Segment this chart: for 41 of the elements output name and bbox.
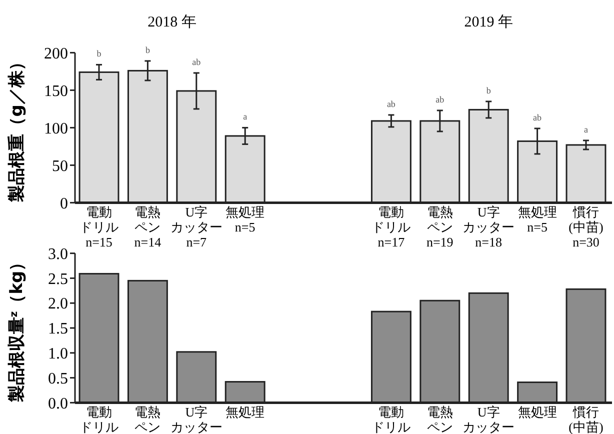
y-tick-label: 3.0 (48, 246, 68, 263)
x-tick-label: 電動ドリルn=15 (80, 204, 118, 250)
y-tick-label: 200 (44, 45, 68, 62)
x-tick-label: 電熱ペン (426, 404, 453, 434)
annotation: ab (192, 56, 202, 67)
x-tick-label: U字カッターn=18 (462, 204, 515, 250)
annotation: a (584, 124, 588, 134)
y-tick-label: 2.0 (48, 296, 68, 313)
y-tick-label: 0.5 (48, 370, 68, 388)
x-tick-label: U字カッター (462, 404, 515, 434)
y-tick-label: 0 (60, 195, 68, 212)
x-tick-label: 電熱ペンn=19 (426, 204, 454, 250)
x-tick-label: 無処理 (226, 404, 265, 420)
annotation: b (96, 48, 102, 59)
y-tick-label: 1.0 (48, 346, 68, 362)
y-tick-label: 1.5 (48, 320, 68, 338)
annotation: ab (386, 98, 396, 109)
y-axis-title: 製品根重（g／株） (7, 54, 27, 203)
annotation: a (243, 112, 248, 122)
y-tick-label: 0.0 (48, 395, 68, 412)
x-tick-label: 電動ドリル (372, 404, 411, 434)
text: 2018 年 (148, 14, 196, 31)
annotation: b (486, 85, 492, 96)
x-tick-label: 電動ドリルn=17 (372, 204, 411, 250)
y-tick-label: 100 (44, 120, 68, 138)
x-tick-label: 無処理n=5 (518, 204, 557, 235)
text: 2019 年 (464, 14, 513, 31)
x-tick-label: 電熱ペン (134, 404, 161, 434)
x-tick-label: U字カッター (170, 404, 222, 434)
y-tick-label: 150 (44, 82, 68, 100)
x-tick-label: 無処理 (518, 404, 557, 420)
y-tick-label: 2.5 (48, 270, 68, 288)
y-tick-label: 50 (52, 158, 68, 175)
annotation: b (145, 44, 150, 55)
x-tick-label: 慣行(中苗)n=30 (568, 204, 604, 250)
x-tick-label: U字カッターn=7 (170, 204, 222, 250)
x-tick-label: 電動ドリル (80, 404, 118, 434)
annotation: ab (533, 112, 542, 122)
x-tick-label: 電熱ペンn=14 (134, 204, 162, 250)
x-tick-label: 無処理n=5 (226, 204, 265, 235)
annotation: ab (436, 94, 445, 104)
